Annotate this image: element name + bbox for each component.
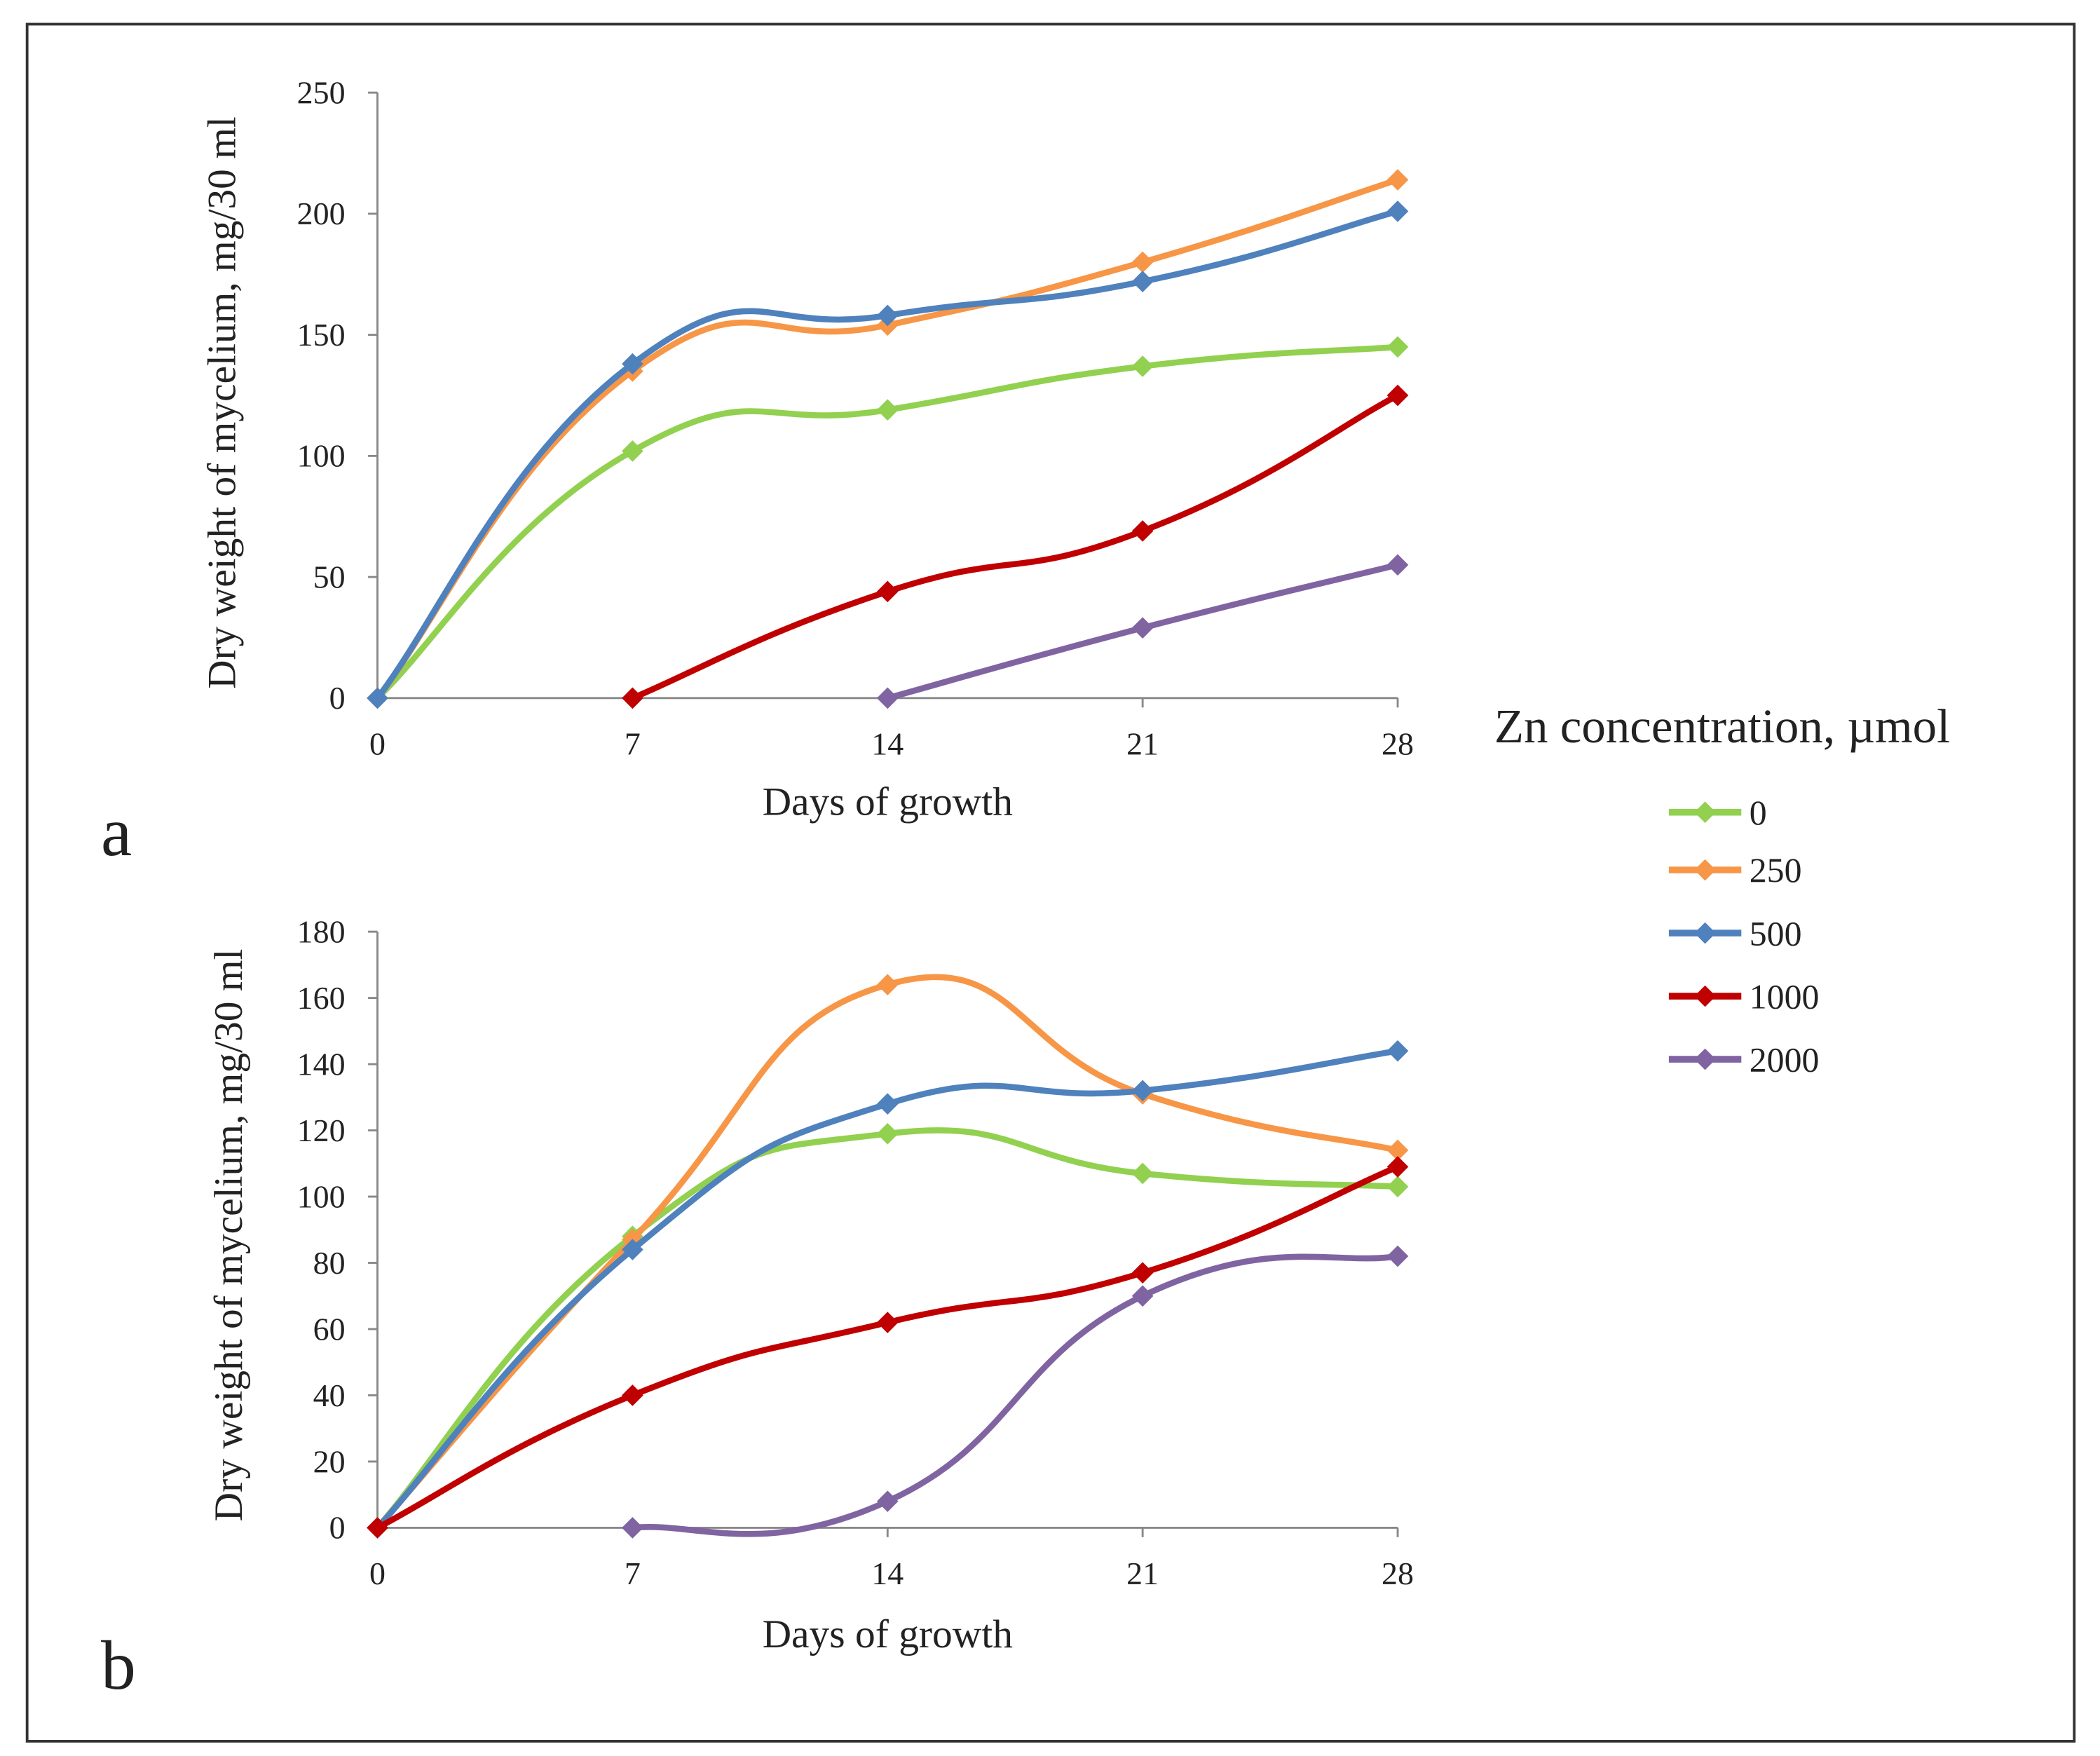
legend-label: 2000 [1750,1040,1820,1079]
data-point-2000 [876,687,899,709]
x-tick-label: 28 [1382,1556,1414,1591]
data-point-2000 [1131,1285,1154,1307]
data-point-500 [622,1239,643,1260]
data-point-500 [1386,200,1409,222]
x-tick-label: 21 [1126,1556,1159,1591]
data-point-0 [1386,1176,1409,1198]
x-tick-label: 0 [369,1556,386,1591]
legend-marker [1694,859,1716,881]
y-tick-label: 0 [329,680,346,716]
data-point-1000 [1386,384,1409,407]
legend-item-1000: 1000 [1668,977,1820,1016]
data-point-1000 [622,687,643,709]
x-tick-label: 0 [369,726,386,761]
y-tick-label: 150 [297,317,346,353]
legend-title: Zn concentration, µmol [1494,700,1950,753]
data-point-0 [876,1122,899,1145]
legend-label: 0 [1750,794,1767,832]
y-tick-label: 200 [297,196,346,231]
data-point-0 [622,440,643,462]
y-tick-label: 120 [297,1112,346,1148]
data-point-500 [876,304,899,327]
legend-label: 1000 [1750,977,1820,1016]
series-line-2000 [632,1253,1398,1537]
panel-label: a [101,793,132,871]
legend-item-250: 250 [1668,851,1802,890]
x-tick-label: 14 [871,726,904,761]
data-point-2000 [876,1490,899,1512]
y-tick-label: 60 [313,1311,346,1347]
legend-marker [1694,1048,1716,1070]
x-tick-label: 21 [1126,726,1159,761]
legend-marker [1694,985,1716,1007]
y-tick-label: 80 [313,1245,346,1281]
legend-label: 500 [1750,914,1802,953]
legend-item-2000: 2000 [1668,1040,1820,1079]
figure-border [25,22,2076,1743]
x-tick-label: 28 [1382,726,1414,761]
y-tick-label: 250 [297,74,346,110]
data-point-2000 [1131,617,1154,639]
legend-marker [1694,922,1716,944]
series-line-500 [375,208,1399,700]
series-line-250 [375,974,1398,1530]
chart-b: 0 20 40 60 80 100 120 140 160 180 0 7 14 21 28 Days of … [101,913,1414,1704]
y-tick-label: 100 [297,438,346,474]
data-point-250 [1386,169,1409,191]
x-tick-label: 14 [871,1556,904,1591]
data-point-2000 [622,1517,643,1539]
data-point-0 [1386,336,1409,358]
data-point-250 [876,974,899,996]
panel-label: b [101,1626,136,1704]
data-point-500 [1131,271,1154,292]
y-tick-label: 160 [297,980,346,1016]
legend-label: 250 [1750,851,1802,890]
data-point-0 [1131,355,1154,377]
series-500 [367,200,1409,709]
x-tick-label: 7 [625,726,641,761]
data-point-1000 [876,580,899,603]
legend: Zn concentration, µmol 0 250 500 1000 2000 [1494,700,1950,1079]
y-axis-title: Dry weight of mycelium, mg/30 ml [207,949,251,1522]
series-line-1000 [631,393,1400,701]
y-tick-label: 100 [297,1178,346,1214]
legend-item-500: 500 [1668,914,1802,953]
y-tick-label: 180 [297,913,346,949]
y-tick-label: 20 [313,1443,346,1479]
legend-marker [1694,801,1716,823]
series-line-0 [375,343,1398,700]
x-tick-label: 7 [625,1556,641,1591]
data-point-500 [622,353,643,375]
chart-a: 0 50 100 150 200 250 0 7 14 21 28 Days of growth Dry… [101,74,1414,870]
legend-item-0: 0 [1668,794,1767,832]
series-line-500 [375,1047,1398,1530]
x-axis-title: Days of growth [763,780,1013,824]
data-point-250 [1131,251,1154,273]
x-axis-title: Days of growth [763,1612,1013,1656]
y-axis-title: Dry weight of mycelium, mg/30 ml [200,116,245,689]
y-tick-label: 40 [313,1377,346,1413]
data-point-1000 [1131,1262,1154,1284]
data-point-1000 [622,1384,643,1406]
series-line-0 [375,1127,1398,1530]
y-tick-label: 0 [329,1510,346,1546]
data-point-500 [1131,1080,1154,1102]
series-2000 [622,1245,1409,1539]
y-tick-label: 140 [297,1046,346,1082]
y-tick-label: 50 [313,559,346,594]
